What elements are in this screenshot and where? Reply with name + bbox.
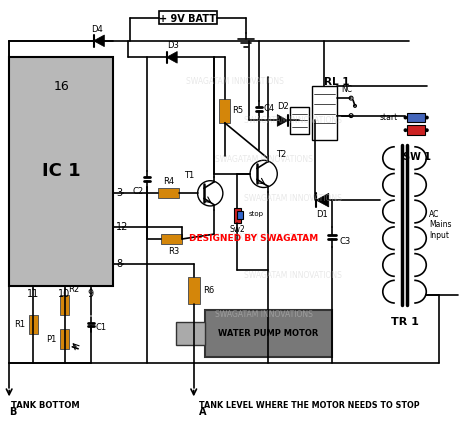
Text: R4: R4 bbox=[163, 176, 174, 186]
Text: C3: C3 bbox=[339, 237, 351, 246]
Bar bbox=[176, 322, 205, 345]
Bar bbox=[60, 329, 69, 349]
Text: TR 1: TR 1 bbox=[391, 317, 419, 327]
Polygon shape bbox=[277, 115, 288, 126]
Bar bbox=[158, 189, 179, 198]
Bar bbox=[290, 107, 310, 134]
Text: WATER PUMP MOTOR: WATER PUMP MOTOR bbox=[219, 329, 319, 338]
Text: DESIGNED BY SWAGATAM: DESIGNED BY SWAGATAM bbox=[189, 234, 319, 243]
Text: SW 1: SW 1 bbox=[403, 152, 431, 163]
Text: D1: D1 bbox=[316, 210, 328, 219]
Text: C4: C4 bbox=[264, 104, 275, 113]
Text: T2: T2 bbox=[276, 150, 286, 159]
Text: AC
Mains
Input: AC Mains Input bbox=[429, 210, 451, 240]
Bar bbox=[28, 315, 38, 334]
Text: R1: R1 bbox=[15, 320, 26, 329]
Bar bbox=[219, 99, 230, 123]
Text: start: start bbox=[380, 113, 398, 122]
Circle shape bbox=[425, 116, 429, 120]
Text: SWAGATAM INNOVATIONS: SWAGATAM INNOVATIONS bbox=[244, 272, 342, 280]
Text: 10: 10 bbox=[58, 290, 71, 299]
Text: C1: C1 bbox=[96, 323, 107, 332]
Text: A: A bbox=[199, 407, 206, 417]
Circle shape bbox=[403, 116, 408, 120]
Text: 3: 3 bbox=[116, 188, 122, 198]
Text: NC: NC bbox=[341, 85, 352, 94]
Bar bbox=[159, 11, 217, 24]
Text: SWAGATAM INNOVATIONS: SWAGATAM INNOVATIONS bbox=[244, 194, 342, 203]
Text: TANK BOTTOM: TANK BOTTOM bbox=[11, 401, 80, 410]
Text: SWAGATAM INNOVATIONS: SWAGATAM INNOVATIONS bbox=[215, 155, 313, 164]
Bar bbox=[161, 234, 182, 244]
Text: B: B bbox=[9, 407, 17, 417]
Bar bbox=[205, 310, 332, 357]
Bar bbox=[237, 211, 243, 218]
Bar bbox=[234, 208, 241, 224]
Text: D3: D3 bbox=[167, 40, 179, 50]
Text: R2: R2 bbox=[68, 285, 80, 294]
Text: 9: 9 bbox=[88, 290, 94, 299]
Text: 16: 16 bbox=[53, 80, 69, 93]
Polygon shape bbox=[94, 35, 104, 47]
Text: C2: C2 bbox=[132, 187, 143, 196]
Text: + 9V BATT: + 9V BATT bbox=[159, 14, 217, 24]
Bar bbox=[188, 277, 200, 304]
Bar bbox=[9, 57, 113, 285]
Text: stop: stop bbox=[249, 211, 264, 217]
Bar bbox=[408, 125, 425, 135]
Text: P1: P1 bbox=[46, 335, 57, 344]
Text: SWAGATAM INNOVATIONS: SWAGATAM INNOVATIONS bbox=[215, 310, 313, 319]
Bar bbox=[312, 86, 337, 140]
Text: R6: R6 bbox=[203, 286, 215, 295]
Text: R3: R3 bbox=[168, 247, 179, 256]
Bar bbox=[408, 113, 425, 123]
Polygon shape bbox=[166, 51, 177, 63]
Circle shape bbox=[425, 128, 429, 132]
Text: 11: 11 bbox=[27, 290, 39, 299]
Text: T1: T1 bbox=[184, 171, 194, 180]
Text: 12: 12 bbox=[116, 222, 128, 232]
Text: D4: D4 bbox=[91, 25, 102, 34]
Text: R5: R5 bbox=[233, 106, 244, 115]
Text: Sw2: Sw2 bbox=[229, 225, 246, 234]
Text: TANK LEVEL WHERE THE MOTOR NEEDS TO STOP: TANK LEVEL WHERE THE MOTOR NEEDS TO STOP bbox=[199, 401, 419, 410]
Text: SWAGATAM INNOVATIONS: SWAGATAM INNOVATIONS bbox=[186, 77, 283, 86]
Text: D2: D2 bbox=[277, 102, 289, 111]
Text: 8: 8 bbox=[116, 259, 122, 269]
Text: SWAGATAM INNOVATIONS: SWAGATAM INNOVATIONS bbox=[244, 116, 342, 125]
Circle shape bbox=[403, 128, 408, 132]
Bar bbox=[60, 295, 69, 315]
Polygon shape bbox=[316, 193, 329, 207]
Text: RL 1: RL 1 bbox=[324, 77, 349, 87]
Text: IC 1: IC 1 bbox=[42, 163, 81, 181]
Text: SWAGATAM INNOVATIONS: SWAGATAM INNOVATIONS bbox=[215, 232, 313, 242]
